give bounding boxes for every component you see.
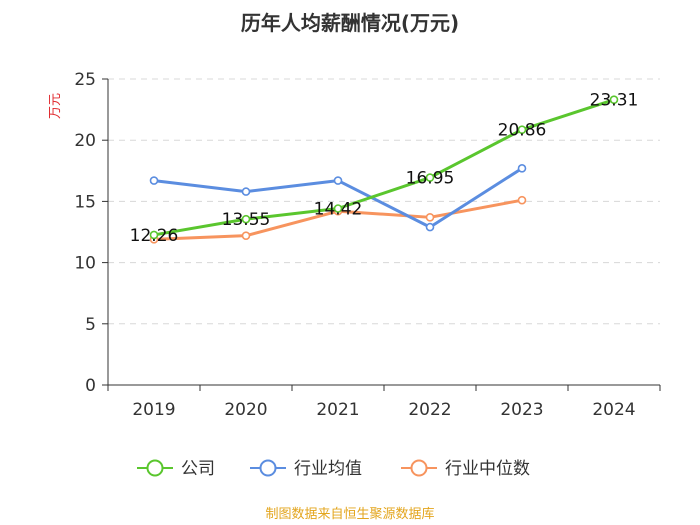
chart-title: 历年人均薪酬情况(万元) [241, 11, 459, 35]
legend-item-3[interactable]: 行业中位数 [401, 459, 530, 479]
data-label: 20.86 [498, 121, 547, 141]
x-tick-label-2020: 2020 [224, 400, 267, 420]
series-layer [149, 95, 619, 244]
y-tick-label: 5 [85, 315, 96, 335]
x-tick-label-2024: 2024 [592, 400, 635, 420]
data-label: 14.42 [314, 199, 363, 219]
data-label: 23.31 [590, 91, 639, 111]
legend-label: 公司 [181, 459, 215, 479]
series-2-point [425, 222, 435, 232]
series-3-point [241, 231, 251, 240]
x-tick-label-2019: 2019 [132, 400, 175, 420]
legend-swatch-marker [410, 459, 428, 477]
series-1-point [425, 173, 435, 182]
y-tick-label: 20 [74, 131, 96, 151]
x-tick-label-2023: 2023 [500, 400, 543, 420]
gridlines [108, 78, 660, 325]
series-2-point [241, 187, 251, 196]
legend-label: 行业均值 [294, 459, 362, 479]
series-2-point [333, 176, 343, 185]
series-3-point [517, 195, 527, 205]
source-note: 制图数据来自恒生聚源数据库 [265, 506, 434, 522]
axes: 0 5 10 15 20 25 2019 2020 2021 2022 2023 2024 [74, 70, 661, 420]
series-1-point [149, 230, 159, 240]
series-1-point [241, 214, 251, 224]
legend-swatch-marker [146, 459, 164, 477]
legend-item-2[interactable]: 行业均值 [250, 459, 362, 479]
x-tick-label-2021: 2021 [316, 400, 359, 420]
legend-item-1[interactable]: 公司 [137, 459, 215, 479]
series-1-point [517, 125, 527, 134]
data-label: 12.26 [130, 226, 179, 246]
y-axis-unit: 万元 [48, 93, 63, 119]
legend-swatch-marker [259, 459, 277, 477]
data-label: 16.95 [406, 169, 455, 189]
data-labels: 12.26 13.55 14.42 16.95 20.86 23.31 [130, 91, 639, 246]
y-tick-label: 0 [85, 376, 96, 396]
series-line-1 [152, 98, 616, 237]
x-tick-label-2022: 2022 [408, 400, 451, 420]
legend-label: 行业中位数 [445, 459, 530, 479]
y-tick-label: 25 [74, 70, 96, 90]
legend[interactable]: 公司 行业均值 行业中位数 [137, 459, 530, 479]
y-tick-label: 15 [74, 192, 96, 212]
series-2-point [149, 176, 159, 185]
series-1-point [609, 95, 619, 104]
series-2-point [517, 164, 527, 173]
series-3-point [425, 213, 435, 222]
y-tick-label: 10 [74, 254, 96, 274]
data-label: 13.55 [222, 210, 271, 230]
series-1-point [333, 204, 343, 213]
